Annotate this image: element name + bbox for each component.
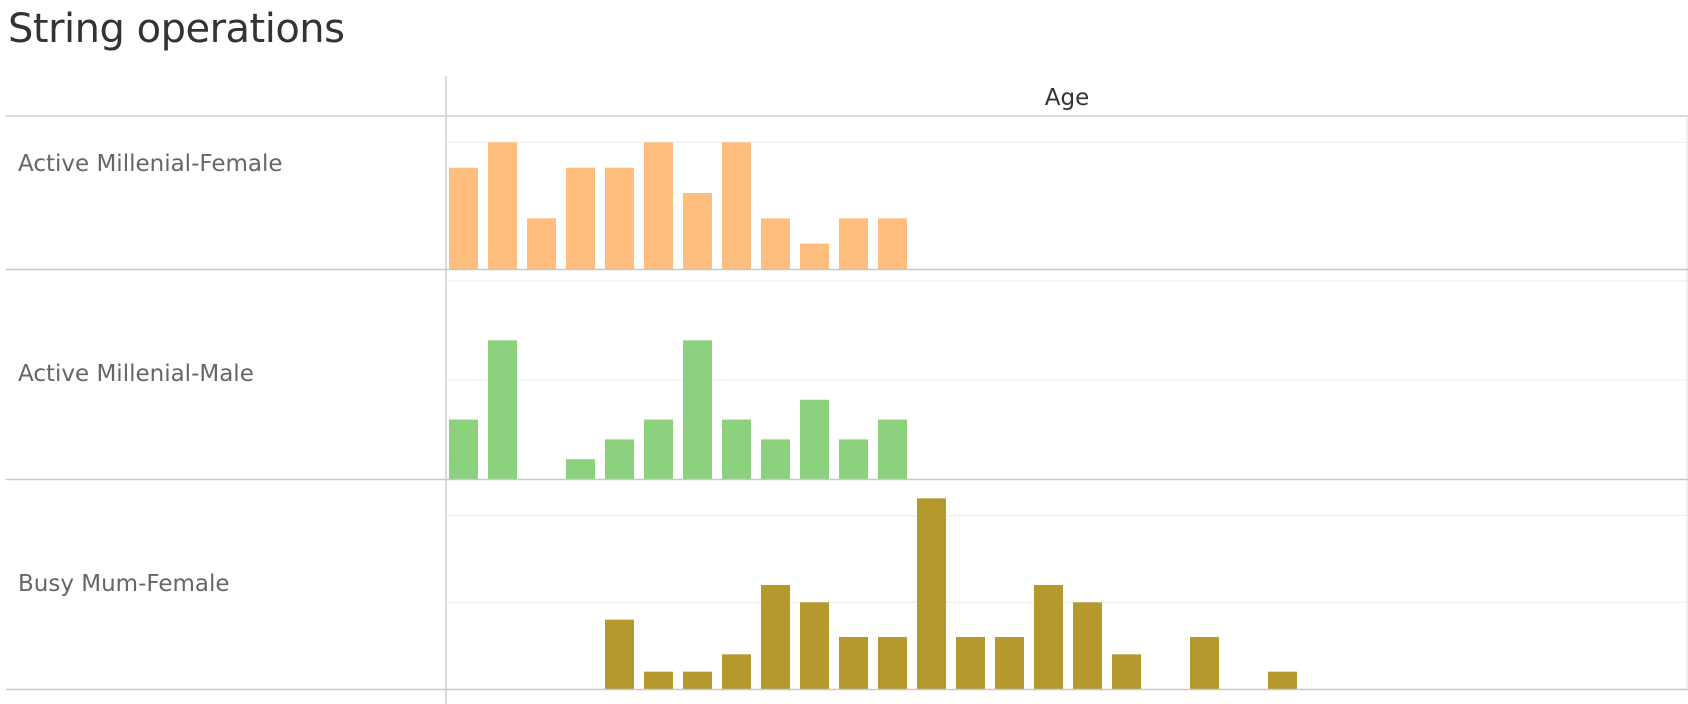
bar-active-millenial-female: [800, 243, 829, 269]
bar-busy-mum-female: [1190, 637, 1219, 689]
row-label-busy-mum-female: Busy Mum-Female: [18, 571, 230, 597]
bar-busy-mum-female: [800, 602, 829, 689]
bar-active-millenial-male: [566, 459, 595, 479]
bar-active-millenial-male: [644, 419, 673, 479]
bar-active-millenial-male: [683, 340, 712, 479]
column-header: Age: [1044, 85, 1090, 111]
bar-active-millenial-male: [449, 419, 478, 479]
bar-active-millenial-male: [761, 439, 790, 479]
bar-busy-mum-female: [878, 637, 907, 689]
bar-active-millenial-female: [527, 218, 556, 269]
bar-active-millenial-male: [605, 439, 634, 479]
bar-busy-mum-female: [644, 671, 673, 689]
bar-active-millenial-female: [761, 218, 790, 269]
bar-active-millenial-male: [800, 399, 829, 479]
bar-active-millenial-male: [722, 419, 751, 479]
bar-busy-mum-female: [995, 637, 1024, 689]
bar-busy-mum-female: [683, 671, 712, 689]
bar-busy-mum-female: [839, 637, 868, 689]
bar-busy-mum-female: [1112, 654, 1141, 689]
bar-busy-mum-female: [1034, 585, 1063, 689]
bar-active-millenial-female: [839, 218, 868, 269]
bar-active-millenial-female: [683, 193, 712, 269]
bar-busy-mum-female: [605, 619, 634, 689]
bar-active-millenial-female: [644, 142, 673, 269]
bar-active-millenial-male: [839, 439, 868, 479]
bar-active-millenial-male: [488, 340, 517, 479]
bar-active-millenial-female: [722, 142, 751, 269]
chart-title: String operations: [8, 6, 345, 52]
bar-busy-mum-female: [917, 498, 946, 689]
row-label-active-millenial-female: Active Millenial-Female: [18, 151, 283, 177]
bar-active-millenial-female: [605, 167, 634, 269]
bar-active-millenial-female: [449, 167, 478, 269]
bar-active-millenial-female: [878, 218, 907, 269]
bar-active-millenial-female: [488, 142, 517, 269]
bar-busy-mum-female: [1073, 602, 1102, 689]
bar-active-millenial-female: [566, 167, 595, 269]
bar-busy-mum-female: [1268, 671, 1297, 689]
bar-busy-mum-female: [722, 654, 751, 689]
bar-busy-mum-female: [956, 637, 985, 689]
row-label-active-millenial-male: Active Millenial-Male: [18, 361, 254, 387]
bar-busy-mum-female: [761, 585, 790, 689]
bar-active-millenial-male: [878, 419, 907, 479]
